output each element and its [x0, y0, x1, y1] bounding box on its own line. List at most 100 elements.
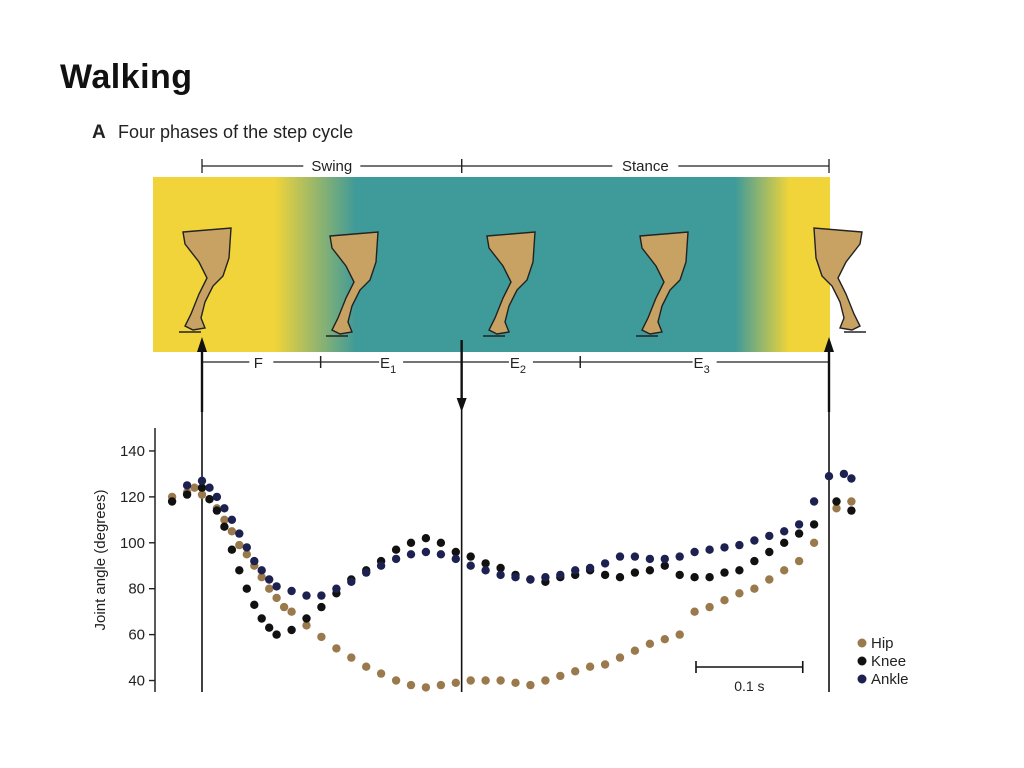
point-ankle	[197, 476, 207, 485]
point-knee	[197, 483, 207, 492]
y-tick-label: 60	[128, 627, 145, 644]
leg-shape	[813, 227, 863, 331]
point-hip	[794, 556, 804, 566]
legend-marker-hip	[857, 638, 867, 648]
point-ankle	[705, 545, 714, 554]
point-ankle	[347, 577, 356, 586]
leg-icon	[483, 231, 536, 337]
point-knee	[182, 490, 192, 499]
y-tick-label: 120	[120, 489, 145, 506]
point-hip	[511, 678, 520, 687]
point-knee	[735, 566, 744, 575]
point-ankle	[205, 483, 214, 492]
point-ankle	[265, 575, 274, 584]
legend-label: Hip	[871, 635, 894, 652]
point-hip	[362, 662, 371, 671]
phase-markers	[197, 337, 834, 692]
point-hip	[287, 607, 296, 616]
point-ankle	[451, 554, 460, 564]
point-ankle	[332, 584, 341, 593]
point-ankle	[302, 591, 311, 600]
point-ankle	[496, 570, 505, 580]
subphase-label: F	[254, 355, 263, 372]
legend-marker-ankle	[857, 674, 867, 684]
point-hip	[391, 676, 401, 685]
point-ankle	[571, 566, 580, 575]
point-ankle	[287, 586, 296, 596]
legend-label: Knee	[871, 653, 906, 670]
point-knee	[235, 566, 244, 575]
point-knee	[205, 495, 214, 504]
panel-label: A	[92, 122, 106, 143]
arrow-up-icon	[824, 337, 834, 352]
point-hip	[436, 680, 446, 690]
point-knee	[257, 614, 266, 623]
subphase-label: E1	[380, 355, 396, 376]
point-ankle	[227, 515, 237, 524]
point-knee	[481, 559, 490, 568]
y-tick-label: 140	[120, 443, 145, 460]
point-hip	[585, 662, 595, 671]
point-hip	[257, 573, 266, 582]
point-knee	[220, 522, 229, 531]
point-knee	[750, 556, 759, 566]
point-ankle	[750, 536, 759, 545]
leg-icon	[326, 231, 379, 337]
point-hip	[660, 635, 669, 644]
point-hip	[197, 490, 207, 499]
point-knee	[600, 570, 610, 580]
arrow-down-icon	[456, 398, 467, 412]
point-hip	[645, 639, 655, 648]
point-ankle	[556, 570, 565, 580]
point-ankle	[824, 472, 834, 481]
point-hip	[190, 483, 199, 492]
point-ankle	[235, 529, 244, 538]
subphase-bars: F E1 E2 E3	[201, 355, 830, 376]
point-hip	[541, 676, 550, 685]
point-knee	[847, 506, 856, 515]
point-hip	[272, 593, 281, 603]
leg-shape	[182, 227, 232, 331]
point-knee	[212, 506, 222, 515]
leg-shape	[639, 231, 689, 335]
subphase-label: E3	[694, 355, 710, 376]
leg-icon	[179, 227, 232, 333]
point-knee	[765, 547, 774, 557]
point-ankle	[780, 527, 789, 536]
point-hip	[832, 504, 841, 513]
point-knee	[302, 614, 311, 623]
point-ankle	[212, 492, 222, 502]
point-knee	[167, 497, 177, 506]
point-ankle	[391, 554, 401, 564]
point-ankle	[182, 481, 192, 490]
subphase-name: E	[694, 355, 704, 372]
point-ankle	[481, 566, 490, 575]
leg-shape	[329, 231, 379, 335]
point-hip	[466, 676, 475, 685]
time-scale-bar	[695, 661, 804, 673]
point-hip	[526, 680, 535, 690]
point-hip	[220, 515, 229, 524]
point-hip	[317, 632, 326, 642]
point-hip	[227, 527, 237, 536]
point-knee	[466, 552, 475, 561]
data-points	[167, 469, 856, 692]
point-hip	[376, 669, 386, 678]
point-hip	[630, 646, 640, 655]
point-knee	[287, 625, 296, 635]
point-hip	[302, 621, 311, 630]
y-axis-label: Joint angle (degrees)	[92, 490, 109, 631]
point-ankle	[317, 591, 326, 600]
point-knee	[272, 630, 281, 639]
point-knee	[421, 534, 431, 543]
point-knee	[809, 520, 819, 529]
y-tick-label: 40	[128, 673, 145, 690]
point-ankle	[257, 566, 266, 575]
phase-bars: Swing Stance	[201, 158, 830, 175]
point-ankle	[220, 504, 229, 513]
point-ankle	[615, 552, 625, 561]
subphase-subscript: 1	[390, 364, 396, 376]
point-knee	[675, 570, 684, 580]
point-knee	[451, 547, 460, 557]
